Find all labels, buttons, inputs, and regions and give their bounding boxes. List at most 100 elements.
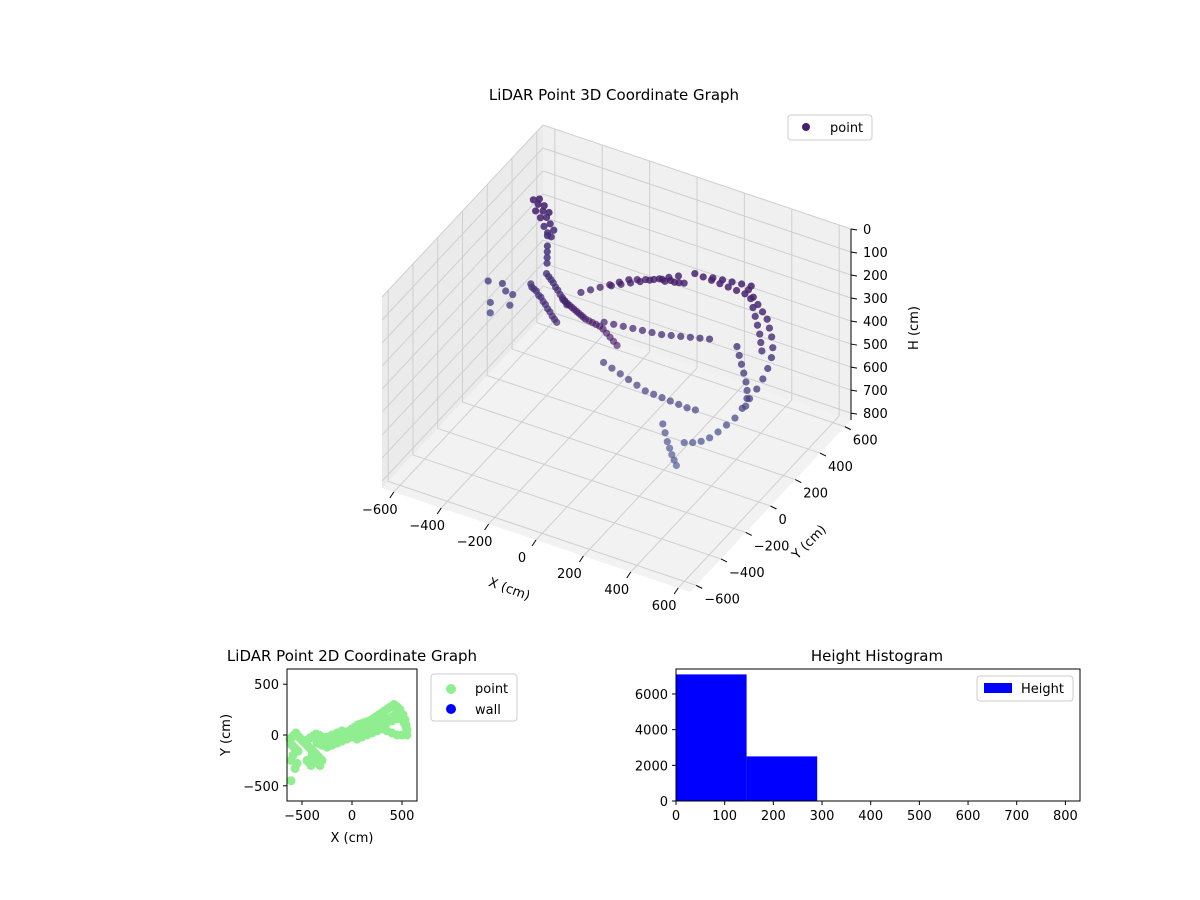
tick-mark-3d [720, 558, 728, 563]
point-3d [543, 248, 551, 256]
tick-mark-3d [484, 523, 490, 531]
gridline-z-left [381, 216, 544, 390]
point-3d [706, 434, 714, 442]
point-3d [625, 375, 633, 384]
point-3d [667, 276, 675, 285]
gridline-y-floor [511, 348, 821, 454]
x-tick-label-hist: 200 [761, 809, 786, 824]
tick-mark-3d [850, 251, 858, 254]
point-3d [675, 400, 683, 409]
point-3d [658, 394, 666, 402]
point-3d [763, 315, 771, 323]
chart-3d: LiDAR Point 3D Coordinate Graph −600 −400… [362, 86, 922, 614]
tick-mark-3d [850, 343, 858, 346]
point-3d [484, 277, 492, 285]
gridline-y-floor [487, 375, 796, 481]
point-3d [534, 200, 542, 208]
gridline-z-left [381, 124, 544, 298]
tick-mark-3d [745, 532, 752, 536]
gridline-y-floor [388, 480, 697, 586]
x-tick-label-2d: 500 [390, 809, 415, 824]
point-3d [610, 320, 618, 328]
point-3d [529, 196, 537, 204]
x-tick-label-3d: 400 [604, 583, 629, 598]
point-3d [735, 351, 743, 360]
point-3d [658, 275, 666, 283]
tick-mark-3d [436, 507, 442, 515]
point-3d [674, 272, 683, 280]
tick-mark-3d [578, 555, 584, 563]
tick-mark-3d [844, 426, 852, 431]
point-3d [764, 364, 772, 373]
gridline-y-floor [412, 454, 722, 560]
tick-mark-3d [531, 539, 537, 547]
z-axis-label-3d: H (cm) [907, 306, 922, 350]
point-3d [543, 259, 551, 267]
point-3d [680, 439, 688, 447]
point-2d [286, 776, 296, 786]
y-tick-label-3d: 400 [828, 460, 853, 475]
point-3d [675, 279, 683, 287]
gridline-z-left [381, 147, 544, 321]
tick-mark-3d [850, 228, 858, 231]
point-3d [738, 280, 746, 288]
y-tick-label-2d: −500 [243, 780, 279, 795]
point-3d [638, 326, 647, 335]
z-tick-label-3d: 600 [863, 361, 888, 376]
point-2d [292, 758, 302, 768]
point-3d [633, 381, 641, 389]
point-3d [753, 321, 762, 329]
point-3d [616, 370, 624, 378]
point-3d [714, 428, 722, 436]
point-3d [509, 290, 517, 299]
point-3d [625, 276, 633, 284]
y-axis-label-3d: Y (cm) [789, 522, 830, 563]
legend-3d-marker [802, 123, 810, 131]
point-3d [663, 438, 671, 446]
point-3d [742, 402, 750, 410]
point-3d [648, 328, 656, 337]
point-3d [686, 333, 694, 341]
tick-mark-3d [626, 571, 632, 579]
point-3d [677, 332, 685, 340]
gridline-y-floor [536, 322, 845, 428]
y-tick-label-3d: 0 [779, 513, 787, 528]
point-3d [672, 461, 680, 470]
point-3d [615, 278, 623, 286]
legend-2d-wall-label: wall [475, 703, 501, 718]
point-2d [306, 761, 316, 770]
point-3d [498, 279, 506, 288]
tick-mark-3d [673, 587, 679, 595]
gridline-z-left [381, 170, 544, 344]
point-3d [742, 378, 750, 386]
x-axis-label-3d: X (cm) [486, 575, 532, 604]
point-3d [765, 324, 774, 332]
gridline-z-left [381, 285, 544, 459]
chart-histogram: Height Histogram 0 100 200 300 400 500 600 700 8… [635, 647, 1081, 824]
x-tick-label-hist: 700 [1004, 809, 1029, 824]
y-axis-label-2d: Y (cm) [219, 714, 234, 757]
point-3d [743, 386, 751, 395]
tick-mark-3d [795, 479, 802, 483]
y-tick-label-2d: 500 [254, 678, 279, 693]
point-3d [650, 390, 658, 398]
point-3d [596, 283, 604, 291]
point-2d [322, 732, 332, 742]
point-3d [769, 344, 777, 352]
point-3d [502, 287, 510, 295]
point-3d [767, 354, 776, 362]
x-tick-label-2d: 0 [348, 809, 356, 824]
tick-mark-3d [850, 412, 858, 415]
point-3d [705, 335, 714, 343]
point-3d [696, 334, 704, 342]
gridline-y-floor [462, 401, 771, 507]
point-3d [613, 341, 621, 349]
tick-mark-3d [850, 274, 858, 277]
point-3d [753, 385, 761, 393]
histogram-bars [676, 674, 818, 801]
legend-2d-point-label: point [475, 682, 508, 697]
y-tick-label-3d: −200 [754, 539, 790, 554]
tick-mark-3d [695, 584, 703, 589]
point-3d [747, 295, 755, 303]
